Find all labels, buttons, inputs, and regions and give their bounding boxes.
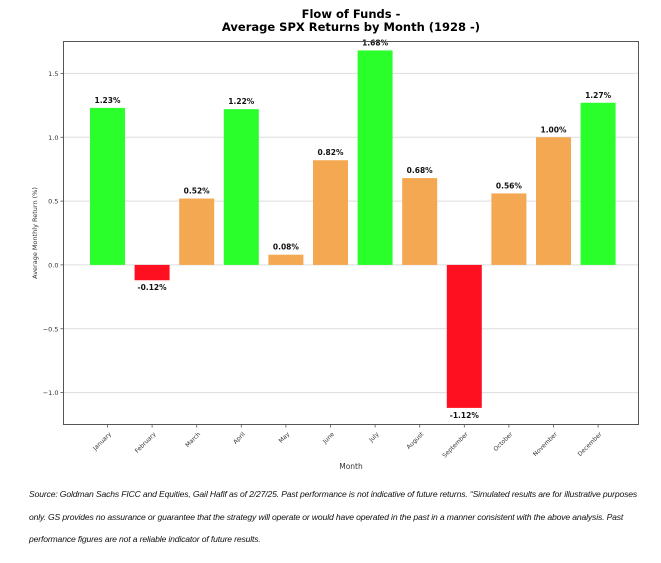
chart-subtitle: Average SPX Returns by Month (1928 -) — [222, 20, 480, 34]
chart-title: Flow of Funds - — [302, 7, 401, 21]
y-tick-label: −0.5 — [43, 325, 59, 333]
bar-may — [268, 254, 304, 265]
data-label: 0.68% — [407, 166, 434, 175]
data-label: -0.12% — [138, 283, 168, 292]
x-tick-label: August — [405, 431, 425, 451]
bar-june — [313, 160, 348, 265]
data-label: 1.00% — [540, 125, 567, 134]
y-tick-label: −1.0 — [43, 389, 59, 397]
y-tick-label: 0.0 — [48, 261, 58, 269]
data-label: 1.22% — [228, 97, 255, 106]
bar-november — [536, 137, 571, 265]
data-label: -1.12% — [450, 411, 480, 420]
data-label: 1.68% — [362, 38, 389, 47]
x-tick-label: March — [184, 431, 202, 449]
data-label: 1.27% — [585, 91, 612, 100]
data-label: 0.52% — [184, 187, 211, 196]
bar-chart: Flow of Funds - Average SPX Returns by M… — [31, 7, 639, 471]
bar-december — [580, 102, 616, 265]
x-tick-label: September — [441, 431, 470, 460]
y-axis-ticks: −1.0 −0.5 0.0 0.5 1.0 1.5 — [43, 70, 64, 397]
x-tick-label: April — [232, 431, 247, 446]
x-tick-label: June — [321, 431, 336, 446]
data-label: 0.56% — [496, 181, 523, 190]
x-tick-label: February — [134, 431, 158, 455]
bar-march — [179, 198, 215, 265]
plot-frame — [63, 41, 639, 425]
x-tick-label: December — [577, 431, 604, 458]
x-tick-label: July — [367, 431, 381, 445]
bar-october — [491, 193, 527, 265]
y-axis-label: Average Monthly Return (%) — [31, 187, 39, 279]
data-label: 0.08% — [273, 243, 300, 252]
x-tick-label: October — [492, 431, 514, 453]
data-label: 0.82% — [317, 148, 344, 157]
data-label: 1.23% — [94, 96, 121, 105]
bar-april — [223, 109, 259, 265]
x-axis-label: Month — [339, 462, 363, 471]
x-tick-label: November — [532, 431, 559, 458]
source-footnote: Source: Goldman Sachs FICC and Equities,… — [29, 489, 638, 544]
data-labels: 1.23% -0.12% 0.52% 1.22% 0.08% 0.82% 1.68% 0.68… — [94, 38, 611, 419]
y-tick-label: 1.0 — [48, 134, 58, 142]
x-tick-label: January — [91, 431, 113, 453]
bar-july — [357, 50, 393, 265]
bar-january — [90, 107, 125, 265]
y-tick-label: 1.5 — [48, 70, 58, 78]
x-tick-label: May — [278, 431, 292, 445]
bar-august — [402, 178, 438, 265]
bars — [90, 50, 616, 408]
y-tick-label: 0.5 — [48, 198, 58, 206]
bar-september — [446, 264, 482, 408]
bar-february — [134, 264, 170, 281]
x-axis-ticks: January February March April May June July Augu… — [91, 424, 604, 460]
